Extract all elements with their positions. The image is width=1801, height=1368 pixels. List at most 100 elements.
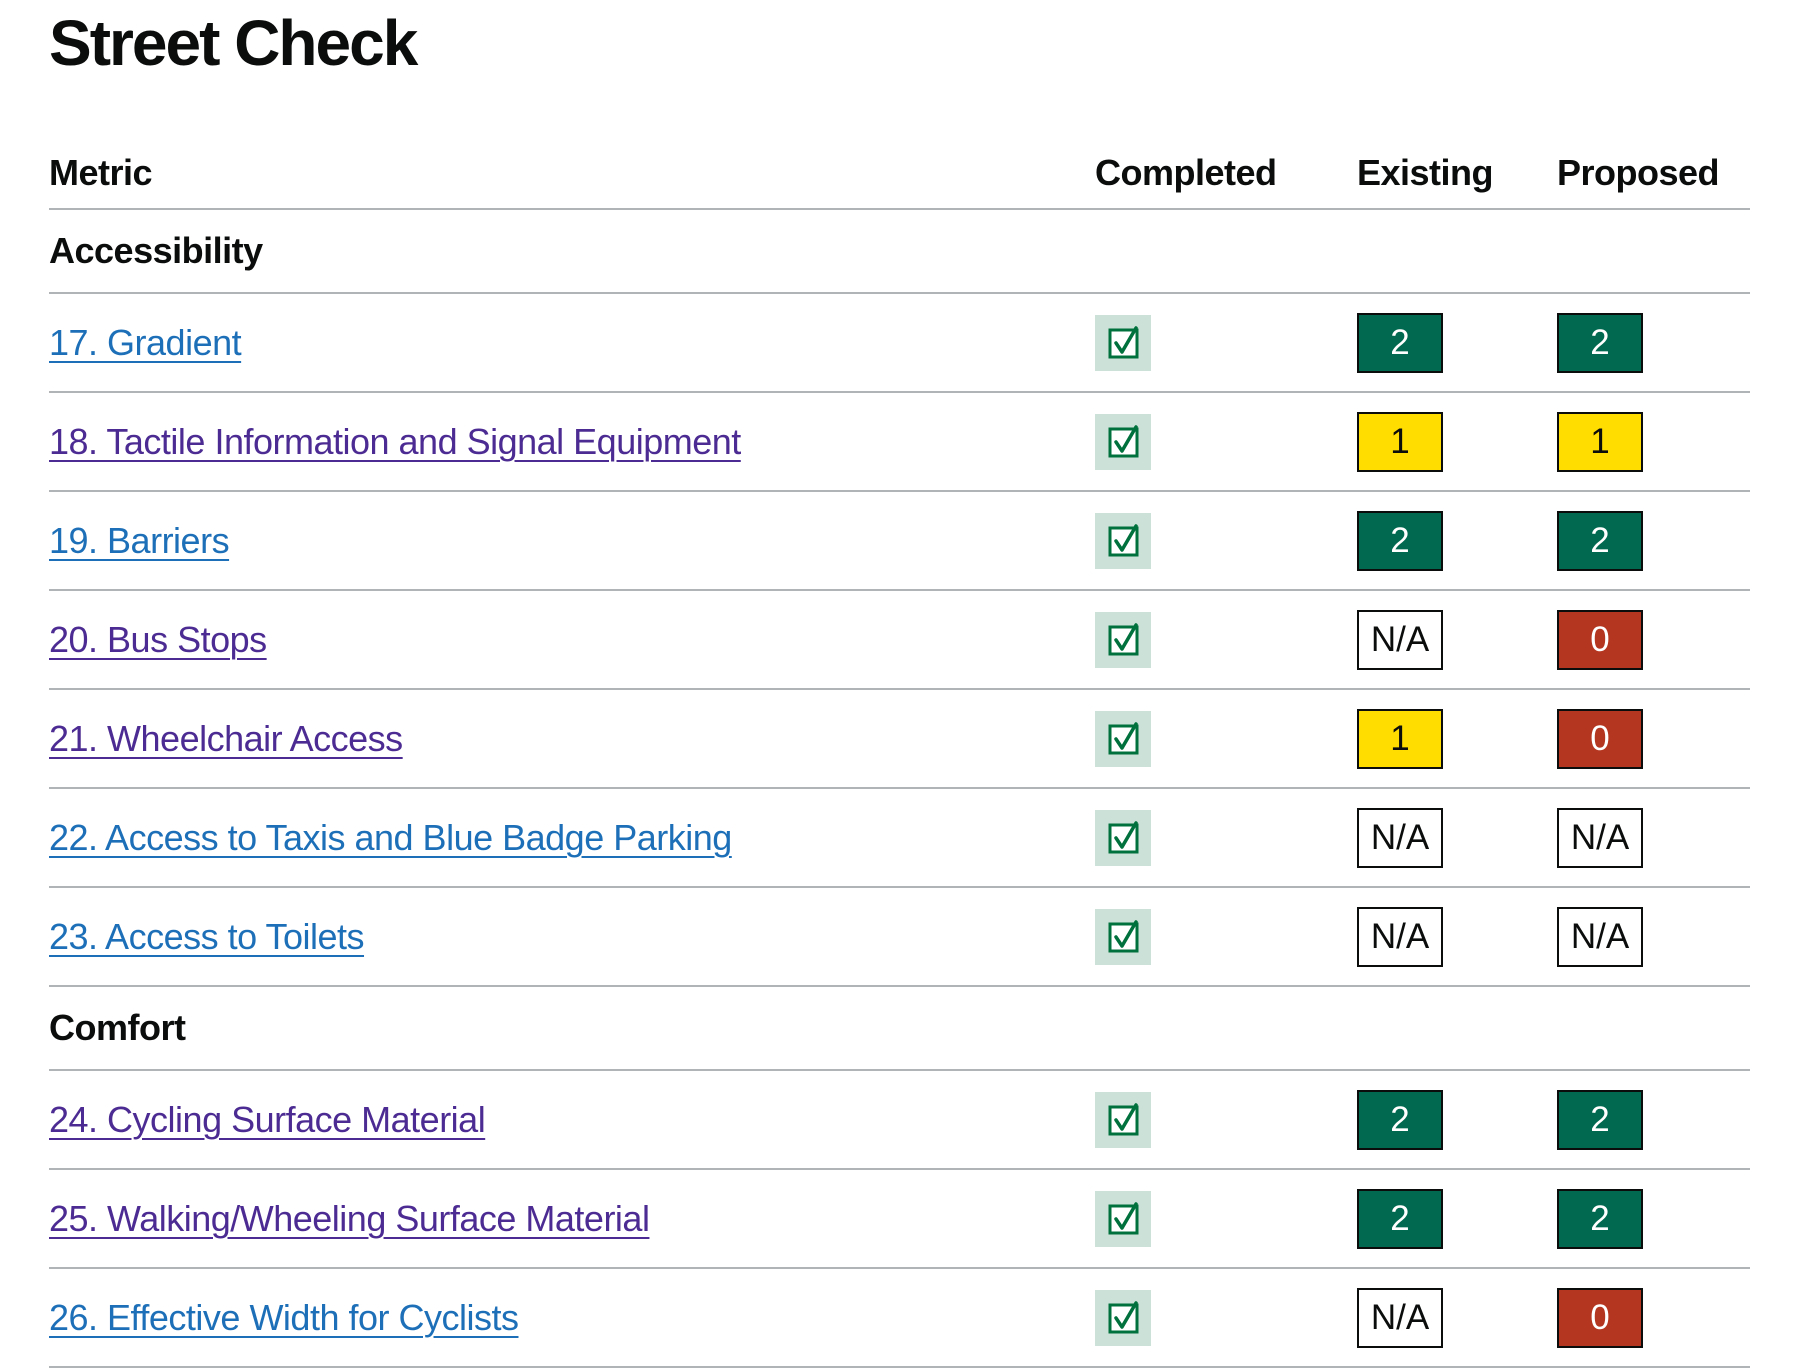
table-header: Metric Completed Existing Proposed <box>49 138 1750 210</box>
existing-cell: 2 <box>1357 1070 1557 1170</box>
completed-cell <box>1095 1268 1357 1368</box>
proposed-score-badge: 2 <box>1557 1089 1643 1150</box>
metric-link[interactable]: 23. Access to Toilets <box>49 915 365 957</box>
existing-score-badge: N/A <box>1357 906 1443 967</box>
completed-cell <box>1095 392 1357 492</box>
col-header-metric: Metric <box>49 138 1095 210</box>
proposed-score-badge: 1 <box>1557 411 1643 472</box>
checkmark-icon <box>1108 721 1139 754</box>
existing-cell: 2 <box>1357 1169 1557 1269</box>
metric-link[interactable]: 25. Walking/Wheeling Surface Material <box>49 1197 650 1239</box>
checkmark-icon <box>1108 1102 1139 1135</box>
existing-cell: N/A <box>1357 788 1557 888</box>
table-body: Accessibility 17. Gradient 2 2 18. Tactile I… <box>49 209 1750 1368</box>
completed-checkbox[interactable] <box>1095 611 1151 668</box>
completed-checkbox[interactable] <box>1095 413 1151 470</box>
table-header-row: Metric Completed Existing Proposed <box>49 138 1750 210</box>
table-row: 19. Barriers 2 2 <box>49 491 1750 591</box>
col-header-completed: Completed <box>1095 138 1357 210</box>
table-row: 23. Access to Toilets N/A N/A <box>49 887 1750 987</box>
proposed-cell: 0 <box>1557 1268 1750 1368</box>
proposed-cell: 0 <box>1557 689 1750 789</box>
existing-cell: N/A <box>1357 1268 1557 1368</box>
section-row: Comfort <box>49 986 1750 1071</box>
completed-checkbox[interactable] <box>1095 512 1151 569</box>
table-row: 21. Wheelchair Access 1 0 <box>49 689 1750 789</box>
existing-cell: 1 <box>1357 392 1557 492</box>
table-row: 24. Cycling Surface Material 2 2 <box>49 1070 1750 1170</box>
proposed-cell: N/A <box>1557 788 1750 888</box>
proposed-score-badge: 0 <box>1557 708 1643 769</box>
existing-score-badge: 2 <box>1357 1089 1443 1150</box>
proposed-cell: 2 <box>1557 491 1750 591</box>
completed-cell <box>1095 491 1357 591</box>
checkmark-icon <box>1108 1300 1139 1333</box>
completed-checkbox[interactable] <box>1095 1190 1151 1247</box>
table-row: 17. Gradient 2 2 <box>49 293 1750 393</box>
existing-score-badge: N/A <box>1357 807 1443 868</box>
proposed-cell: 2 <box>1557 1070 1750 1170</box>
metric-cell: 26. Effective Width for Cyclists <box>49 1268 1095 1368</box>
section-heading: Accessibility <box>49 209 1750 294</box>
metric-cell: 23. Access to Toilets <box>49 887 1095 987</box>
existing-score-badge: 2 <box>1357 312 1443 373</box>
completed-cell <box>1095 1070 1357 1170</box>
proposed-cell: 1 <box>1557 392 1750 492</box>
completed-checkbox[interactable] <box>1095 1289 1151 1346</box>
col-header-proposed: Proposed <box>1557 138 1750 210</box>
metric-link[interactable]: 22. Access to Taxis and Blue Badge Parki… <box>49 816 732 858</box>
metric-link[interactable]: 20. Bus Stops <box>49 618 267 660</box>
checkmark-icon <box>1108 424 1139 457</box>
proposed-score-badge: 0 <box>1557 1287 1643 1348</box>
proposed-score-badge: N/A <box>1557 807 1643 868</box>
proposed-score-badge: N/A <box>1557 906 1643 967</box>
page-title: Street Check <box>49 7 418 79</box>
completed-cell <box>1095 590 1357 690</box>
existing-cell: 2 <box>1357 491 1557 591</box>
metric-link[interactable]: 21. Wheelchair Access <box>49 717 403 759</box>
existing-score-badge: 1 <box>1357 708 1443 769</box>
existing-cell: 1 <box>1357 689 1557 789</box>
metric-cell: 18. Tactile Information and Signal Equip… <box>49 392 1095 492</box>
checkmark-icon <box>1108 523 1139 556</box>
col-header-existing: Existing <box>1357 138 1557 210</box>
existing-score-badge: 2 <box>1357 510 1443 571</box>
completed-cell <box>1095 1169 1357 1269</box>
completed-checkbox[interactable] <box>1095 314 1151 371</box>
completed-checkbox[interactable] <box>1095 1091 1151 1148</box>
metric-link[interactable]: 26. Effective Width for Cyclists <box>49 1296 519 1338</box>
metric-link[interactable]: 19. Barriers <box>49 519 230 561</box>
proposed-cell: 0 <box>1557 590 1750 690</box>
existing-cell: N/A <box>1357 590 1557 690</box>
completed-cell <box>1095 689 1357 789</box>
completed-checkbox[interactable] <box>1095 908 1151 965</box>
existing-cell: 2 <box>1357 293 1557 393</box>
existing-cell: N/A <box>1357 887 1557 987</box>
metric-cell: 19. Barriers <box>49 491 1095 591</box>
section-heading: Comfort <box>49 986 1750 1071</box>
completed-cell <box>1095 788 1357 888</box>
proposed-score-badge: 2 <box>1557 1188 1643 1249</box>
metric-cell: 17. Gradient <box>49 293 1095 393</box>
completed-checkbox[interactable] <box>1095 710 1151 767</box>
checkmark-icon <box>1108 820 1139 853</box>
existing-score-badge: N/A <box>1357 1287 1443 1348</box>
table-row: 26. Effective Width for Cyclists N/A 0 <box>49 1268 1750 1368</box>
metric-link[interactable]: 24. Cycling Surface Material <box>49 1098 486 1140</box>
existing-score-badge: 2 <box>1357 1188 1443 1249</box>
metric-link[interactable]: 17. Gradient <box>49 321 242 363</box>
proposed-cell: N/A <box>1557 887 1750 987</box>
table-row: 20. Bus Stops N/A 0 <box>49 590 1750 690</box>
proposed-cell: 2 <box>1557 293 1750 393</box>
completed-cell <box>1095 293 1357 393</box>
street-check-table: Metric Completed Existing Proposed Acces… <box>49 138 1750 1368</box>
metric-link[interactable]: 18. Tactile Information and Signal Equip… <box>49 420 741 462</box>
completed-checkbox[interactable] <box>1095 809 1151 866</box>
checkmark-icon <box>1108 1201 1139 1234</box>
proposed-score-badge: 2 <box>1557 510 1643 571</box>
metric-cell: 22. Access to Taxis and Blue Badge Parki… <box>49 788 1095 888</box>
checkmark-icon <box>1108 919 1139 952</box>
proposed-score-badge: 2 <box>1557 312 1643 373</box>
metric-cell: 25. Walking/Wheeling Surface Material <box>49 1169 1095 1269</box>
